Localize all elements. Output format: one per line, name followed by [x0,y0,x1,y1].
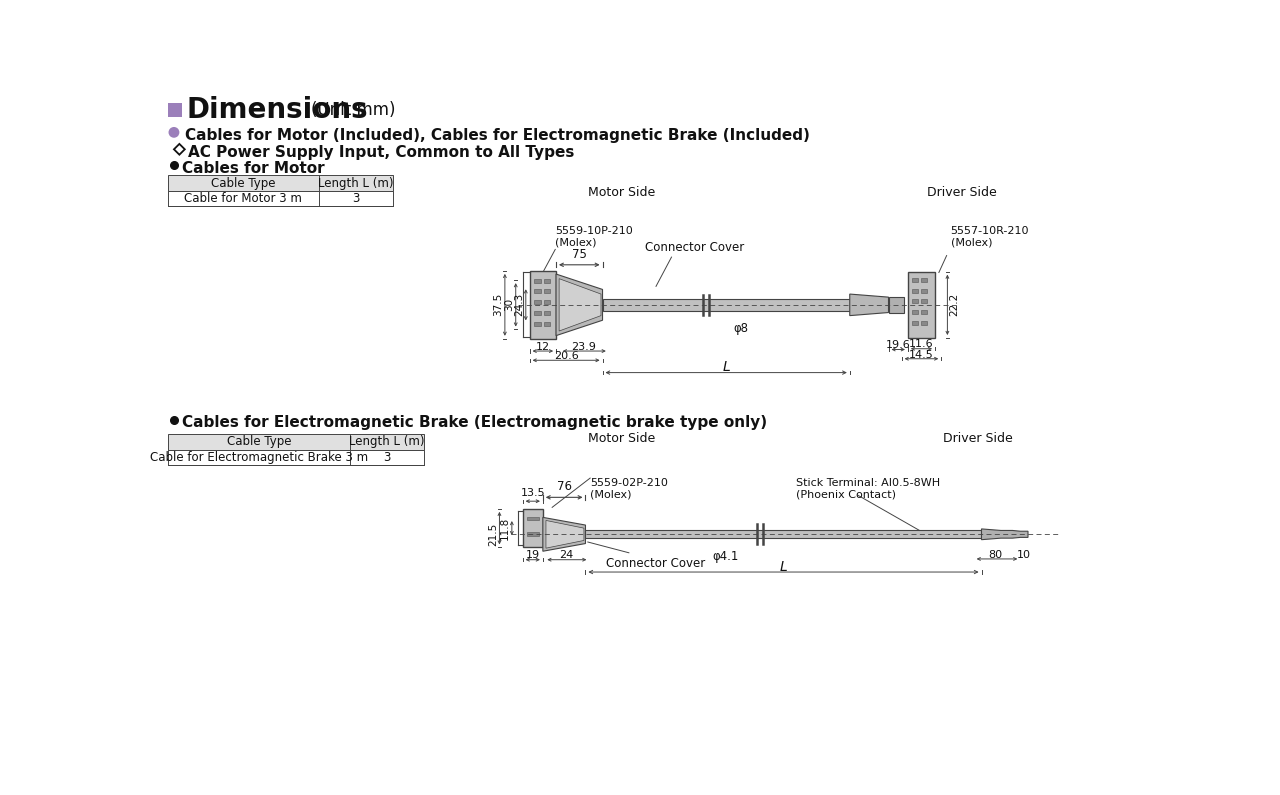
Bar [168,191,393,206]
Text: Connector Cover: Connector Cover [645,241,745,254]
Bar [526,517,539,521]
Bar [534,322,540,326]
Text: 75: 75 [572,248,586,261]
Bar [911,300,918,304]
Text: Cable Type: Cable Type [211,176,275,190]
Text: φ4.1: φ4.1 [713,549,739,563]
Text: 20.6: 20.6 [554,351,579,361]
Bar [534,279,540,282]
Bar [911,289,918,293]
Text: 5557-10R-210
(Molex): 5557-10R-210 (Molex) [951,227,1029,248]
Bar [544,289,550,293]
Text: Cable for Motor 3 m: Cable for Motor 3 m [184,192,302,205]
Text: Stick Terminal: AI0.5-8WH
(Phoenix Contact): Stick Terminal: AI0.5-8WH (Phoenix Conta… [795,478,940,500]
Bar [544,301,550,304]
Text: 23.9: 23.9 [571,342,596,352]
Text: 5559-10P-210
(Molex): 5559-10P-210 (Molex) [556,227,634,248]
Text: 11.8: 11.8 [500,517,511,540]
Polygon shape [556,274,603,335]
Bar [168,450,424,465]
Text: Length L (m): Length L (m) [349,436,425,448]
Bar [522,509,543,548]
Text: L: L [780,560,787,573]
Text: Cable for Electromagnetic Brake 3 m: Cable for Electromagnetic Brake 3 m [150,451,367,463]
Text: 76: 76 [557,480,572,494]
Bar [922,278,927,281]
Text: Cable Type: Cable Type [227,436,291,448]
Text: 14.5: 14.5 [909,350,934,359]
Text: 21.5: 21.5 [488,522,498,546]
Text: 22.2: 22.2 [948,293,959,316]
Text: 13.5: 13.5 [521,488,545,498]
Text: 5559-02P-210
(Molex): 5559-02P-210 (Molex) [590,478,668,500]
Text: φ8: φ8 [733,322,749,335]
Polygon shape [982,529,1028,540]
Text: 24: 24 [559,550,573,560]
Bar [922,289,927,293]
Bar [922,300,927,304]
Polygon shape [543,518,585,551]
Polygon shape [850,294,888,316]
Bar [922,321,927,325]
Bar [544,279,550,282]
Text: Length L (m): Length L (m) [317,176,393,190]
Bar [544,311,550,315]
Text: 80: 80 [988,549,1002,560]
Text: Driver Side: Driver Side [927,186,997,200]
Text: Connector Cover: Connector Cover [607,557,705,570]
Text: Driver Side: Driver Side [943,432,1012,445]
Bar [911,321,918,325]
Text: Dimensions: Dimensions [187,96,367,124]
Text: 3: 3 [352,192,360,205]
Text: 37.5: 37.5 [493,293,503,316]
Text: L: L [722,360,730,374]
Bar [530,271,556,339]
Bar [534,311,540,315]
Text: Cables for Motor (Included), Cables for Electromagnetic Brake (Included): Cables for Motor (Included), Cables for … [184,128,810,143]
Text: 19.6: 19.6 [886,340,910,351]
Bar [888,297,904,312]
Bar [922,310,927,314]
Bar [534,289,540,293]
Bar [168,176,393,191]
Bar [911,278,918,281]
Text: Motor Side: Motor Side [588,432,655,445]
Bar [544,322,550,326]
Text: 19: 19 [526,550,540,560]
Bar [603,299,850,311]
Text: 11.6: 11.6 [909,339,933,350]
Polygon shape [559,279,602,331]
Text: Cables for Electromagnetic Brake (Electromagnetic brake type only): Cables for Electromagnetic Brake (Electr… [182,415,767,430]
Bar [908,272,934,338]
Text: 30: 30 [504,298,515,312]
Bar [168,434,424,450]
Bar [534,301,540,304]
Polygon shape [547,521,584,549]
Text: AC Power Supply Input, Common to All Types: AC Power Supply Input, Common to All Typ… [188,145,575,160]
Text: 10: 10 [1018,549,1032,560]
Bar [911,310,918,314]
Text: 3: 3 [383,451,390,463]
Text: 24.3: 24.3 [515,293,525,316]
Text: Cables for Motor: Cables for Motor [182,161,324,176]
Bar [585,530,982,538]
Text: 12: 12 [536,342,550,352]
Bar [168,103,182,117]
Text: (Unit mm): (Unit mm) [311,101,396,119]
Circle shape [169,127,179,138]
Text: Motor Side: Motor Side [588,186,655,200]
Bar [526,532,539,536]
